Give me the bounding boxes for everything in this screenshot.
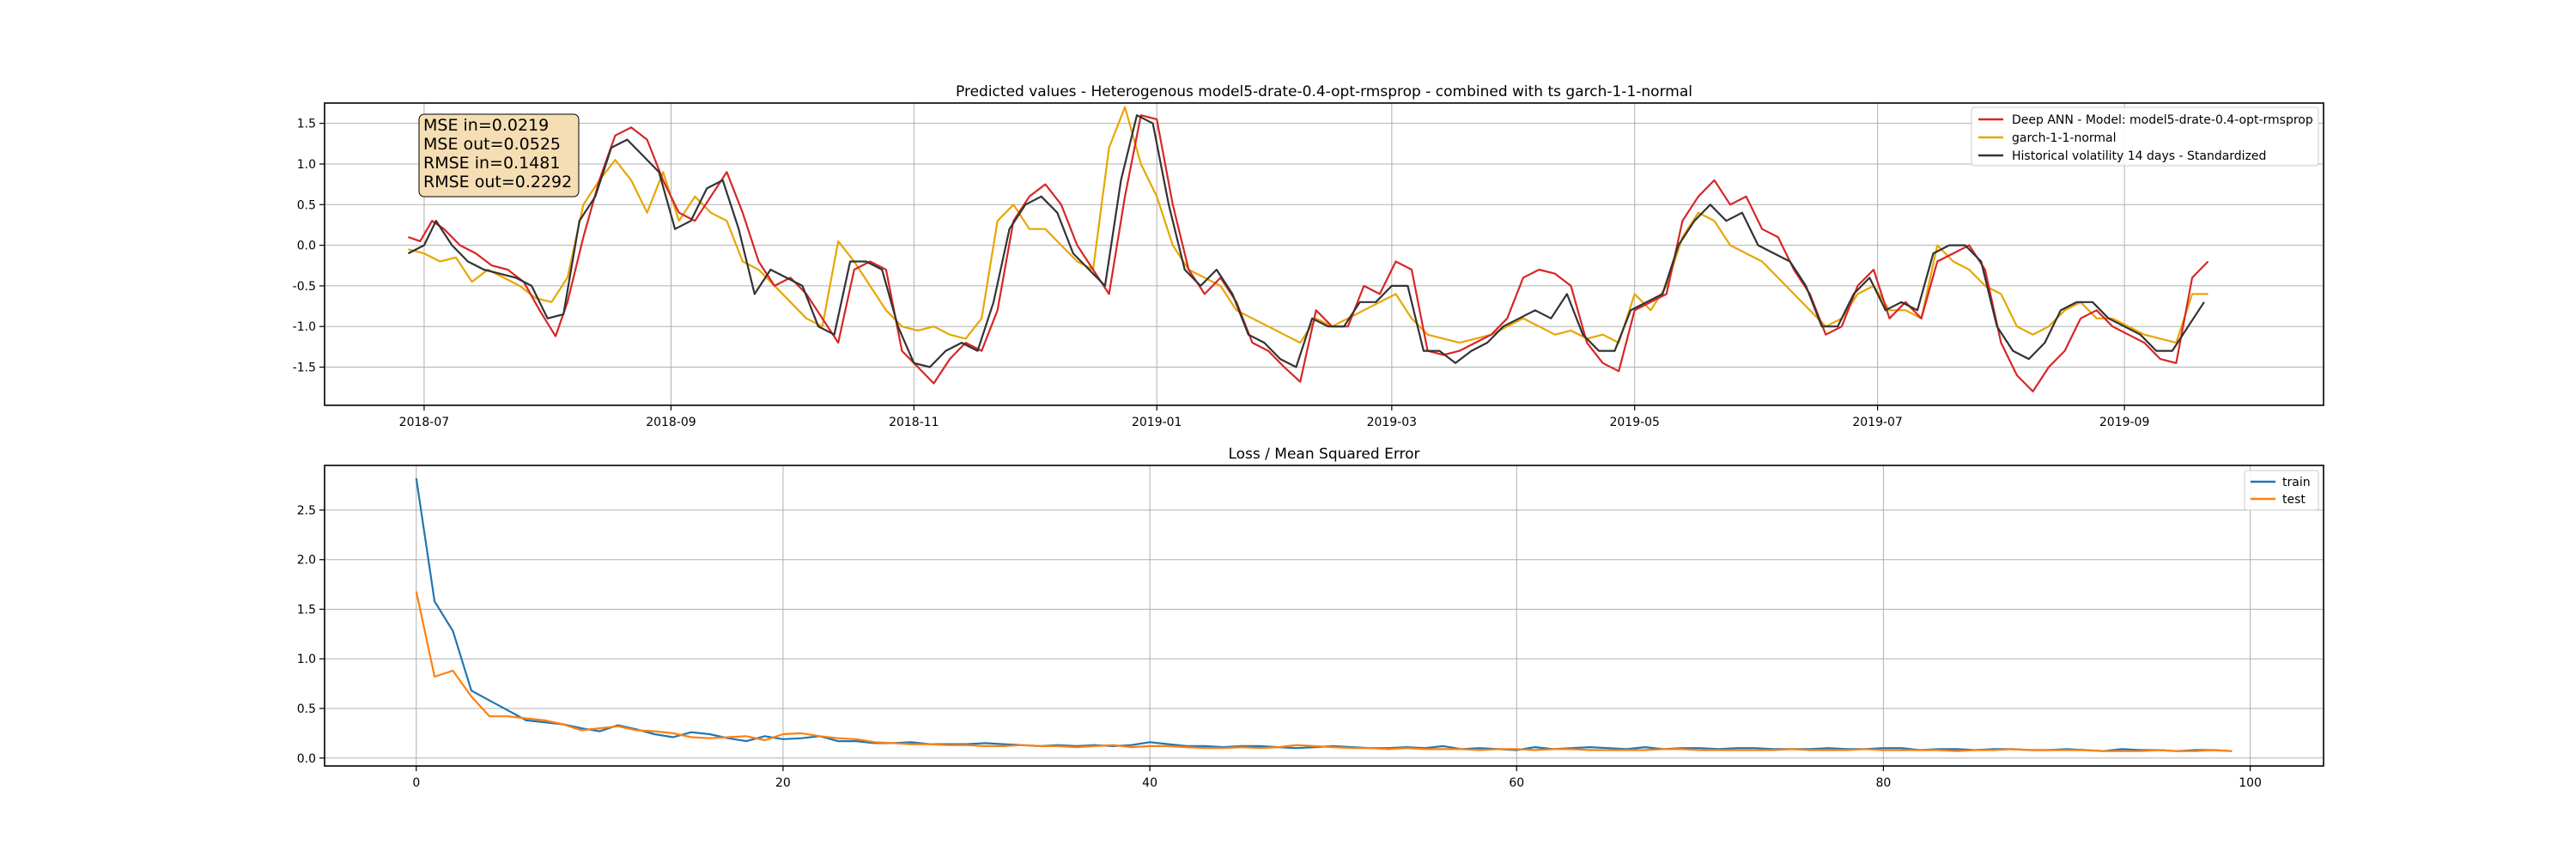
- bottom-x-tick-label: 60: [1509, 776, 1524, 790]
- predicted-values-panel: 2018-07 2018-09 2018-11 2019-01 2019-03 2019-…: [293, 83, 2324, 429]
- top-y-ticks: 1.5 1.0 0.5 0.0 -0.5 -1.0 -1.5: [293, 118, 325, 375]
- top-chart-title: Predicted values - Heterogenous model5-d…: [956, 83, 1692, 100]
- bottom-y-tick-label: 0.0: [297, 752, 316, 766]
- legend-label-garch: garch-1-1-normal: [2012, 131, 2117, 145]
- bottom-y-tick-label: 2.5: [297, 504, 316, 518]
- loss-panel: 0 20 40 60 80 100 0.0 0.5 1.0 1.5 2.0 2.5 Loss / M…: [297, 446, 2324, 790]
- top-y-tick-label: 1.5: [297, 118, 316, 131]
- bottom-grid: [325, 465, 2324, 766]
- bottom-y-tick-label: 1.5: [297, 603, 316, 617]
- top-x-ticks: 2018-07 2018-09 2018-11 2019-01 2019-03 2019-…: [399, 405, 2150, 429]
- top-series-lines: [407, 106, 2209, 392]
- top-y-tick-label: 0.5: [297, 198, 316, 212]
- top-x-tick-label: 2019-05: [1609, 416, 1660, 429]
- bottom-x-ticks: 0 20 40 60 80 100: [412, 766, 2262, 790]
- bottom-x-tick-label: 40: [1142, 776, 1157, 790]
- top-x-tick-label: 2019-01: [1132, 416, 1182, 429]
- legend-label-ann: Deep ANN - Model: model5-drate-0.4-opt-r…: [2012, 113, 2313, 127]
- bottom-x-tick-label: 20: [775, 776, 791, 790]
- top-legend: Deep ANN - Model: model5-drate-0.4-opt-r…: [1971, 106, 2319, 167]
- legend-label-train: train: [2282, 476, 2311, 489]
- stats-mse-out: MSE out=0.0525: [423, 135, 561, 154]
- bottom-chart-title: Loss / Mean Squared Error: [1228, 446, 1419, 463]
- bottom-series-lines: [415, 477, 2233, 752]
- stats-mse-in: MSE in=0.0219: [423, 116, 549, 135]
- bottom-legend: train test: [2244, 470, 2319, 511]
- top-x-tick-label: 2018-09: [646, 416, 696, 429]
- top-y-tick-label: 0.0: [297, 240, 316, 253]
- stats-rmse-in: RMSE in=0.1481: [423, 154, 560, 173]
- series-line-test: [415, 591, 2233, 752]
- bottom-y-ticks: 0.0 0.5 1.0 1.5 2.0 2.5: [297, 504, 325, 766]
- bottom-x-tick-label: 0: [412, 776, 420, 790]
- top-x-tick-label: 2019-07: [1852, 416, 1903, 429]
- bottom-y-tick-label: 1.0: [297, 653, 316, 666]
- bottom-y-tick-label: 0.5: [297, 702, 316, 716]
- stats-box: MSE in=0.0219 MSE out=0.0525 RMSE in=0.1…: [418, 113, 580, 198]
- bottom-x-tick-label: 100: [2239, 776, 2262, 790]
- top-x-tick-label: 2018-07: [399, 416, 450, 429]
- bottom-axes-frame: [324, 465, 2324, 767]
- stats-box-background: [418, 113, 580, 198]
- legend-label-test: test: [2282, 493, 2306, 507]
- stats-rmse-out: RMSE out=0.2292: [423, 173, 572, 191]
- bottom-x-tick-label: 80: [1875, 776, 1891, 790]
- top-legend-box: [1971, 106, 2319, 167]
- top-x-tick-label: 2018-11: [889, 416, 939, 429]
- top-x-tick-label: 2019-03: [1367, 416, 1418, 429]
- legend-label-hist: Historical volatility 14 days - Standard…: [2012, 149, 2266, 163]
- bottom-plot-area: [325, 465, 2324, 766]
- bottom-y-tick-label: 2.0: [297, 554, 316, 568]
- top-y-tick-label: 1.0: [297, 158, 316, 172]
- top-y-tick-label: -0.5: [293, 280, 316, 294]
- top-y-tick-label: -1.0: [293, 320, 316, 334]
- top-axes-frame: [324, 102, 2324, 406]
- top-x-tick-label: 2019-09: [2099, 416, 2150, 429]
- top-y-tick-label: -1.5: [293, 362, 316, 375]
- series-line-ann: [408, 114, 2209, 392]
- series-line-hist: [407, 114, 2205, 368]
- bottom-legend-box: [2244, 470, 2319, 511]
